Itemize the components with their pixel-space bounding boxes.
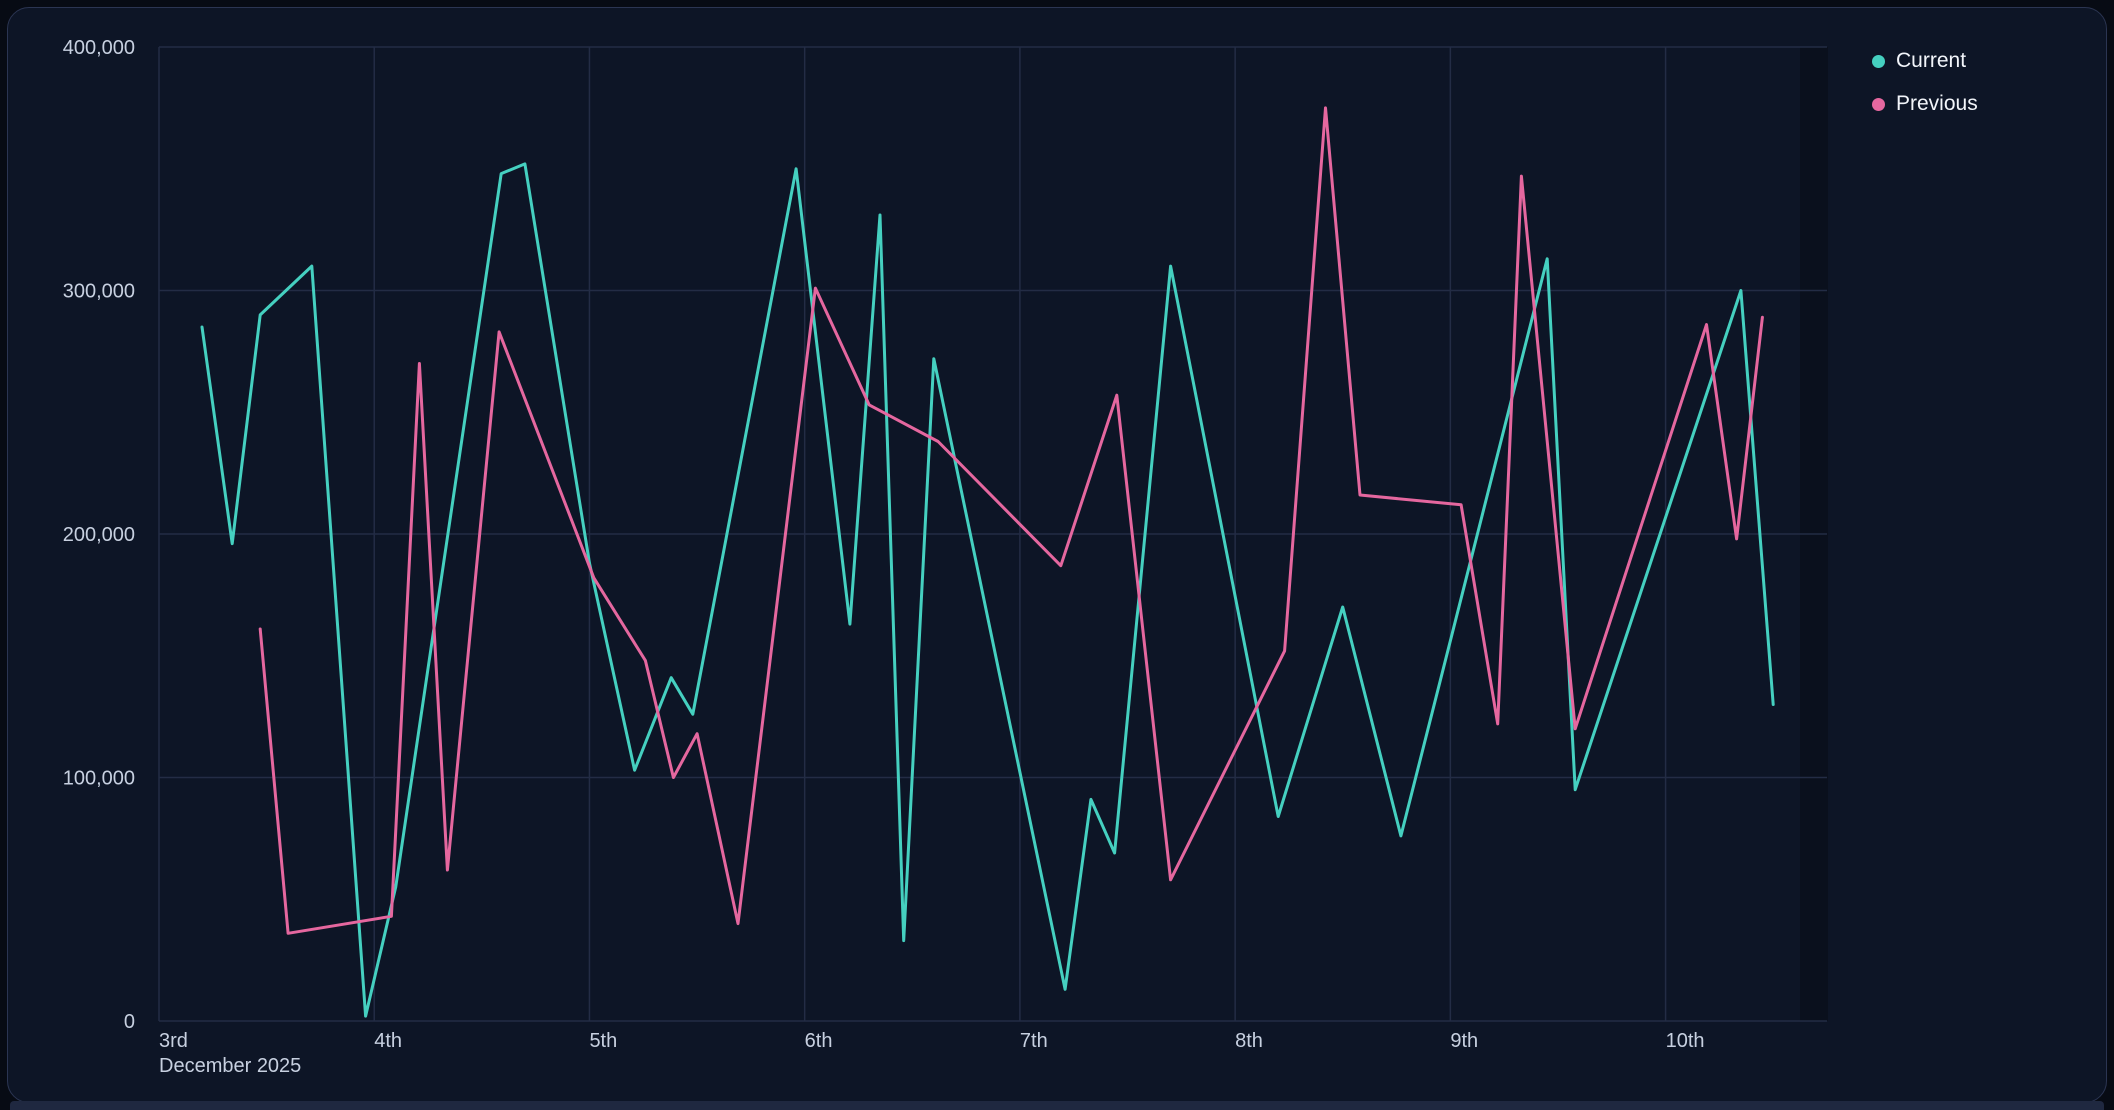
series-line-previous bbox=[258, 106, 1764, 935]
series-line-current bbox=[200, 162, 1775, 1018]
x-axis-tick-label: 9th bbox=[1450, 1030, 1478, 1052]
legend-item-previous[interactable]: Previous bbox=[1872, 91, 1978, 117]
legend-dot-current-icon bbox=[1872, 54, 1885, 68]
legend-item-current[interactable]: Current bbox=[1872, 48, 1978, 74]
y-axis-tick-label: 100,000 bbox=[63, 768, 135, 790]
x-axis-tick-label: 8th bbox=[1235, 1030, 1263, 1052]
chart-panel bbox=[7, 7, 2107, 1103]
x-axis-tick-label: 6th bbox=[805, 1030, 833, 1052]
x-axis-tick-label: 3rd bbox=[159, 1030, 188, 1052]
legend-dot-previous-icon bbox=[1872, 97, 1885, 111]
x-axis-title: December 2025 bbox=[159, 1055, 301, 1077]
x-axis-tick-label: 5th bbox=[589, 1030, 617, 1052]
y-axis-tick-label: 200,000 bbox=[63, 524, 135, 546]
legend-label-current: Current bbox=[1896, 49, 1967, 72]
x-axis-tick-label: 10th bbox=[1666, 1030, 1705, 1052]
legend-label-previous: Previous bbox=[1896, 92, 1978, 115]
bottom-panel-edge bbox=[10, 1101, 2104, 1110]
x-axis-tick-label: 7th bbox=[1020, 1030, 1048, 1052]
y-axis-tick-label: 300,000 bbox=[63, 281, 135, 303]
x-axis-tick-label: 4th bbox=[374, 1030, 402, 1052]
legend: Current Previous bbox=[1872, 48, 1978, 117]
y-axis-tick-label: 400,000 bbox=[63, 37, 135, 59]
y-axis-tick-label: 0 bbox=[124, 1011, 135, 1033]
